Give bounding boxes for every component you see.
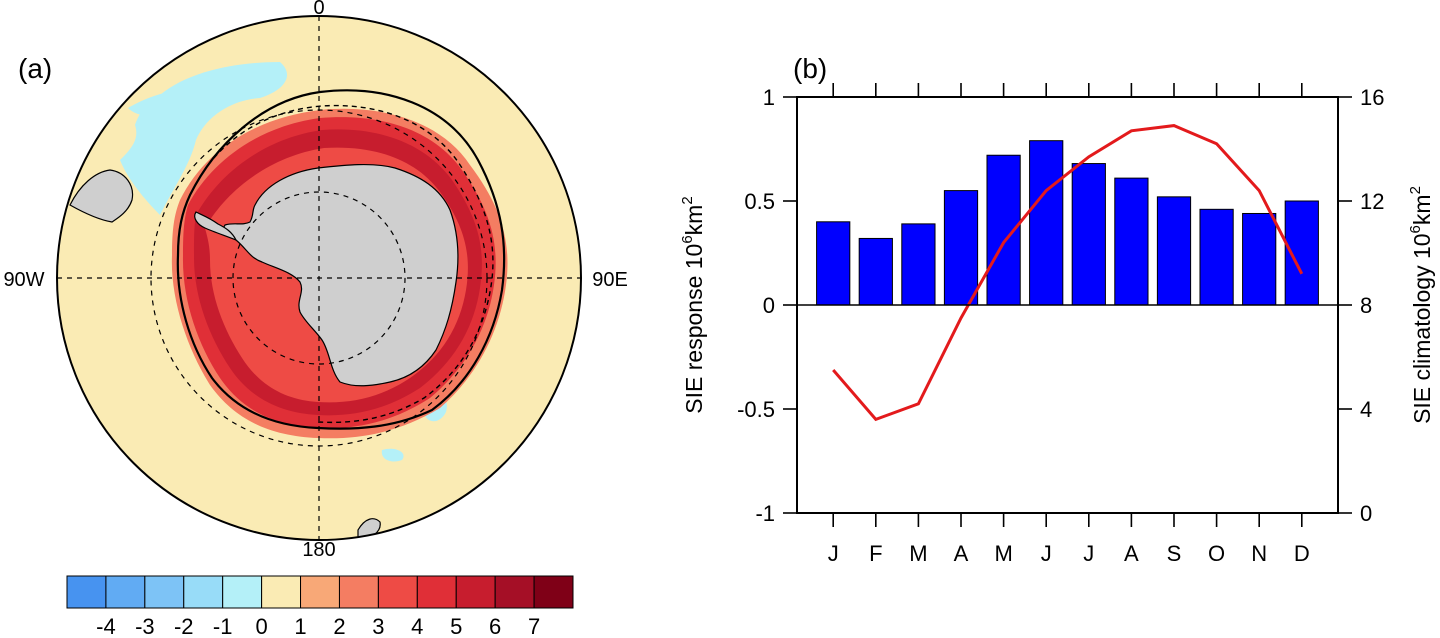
negative-anomaly-patch (381, 448, 404, 462)
colorbar-box (261, 575, 302, 609)
panel-a-label: (a) (18, 53, 52, 84)
bar (1071, 163, 1106, 306)
bar (1029, 140, 1064, 306)
x-tick-label: N (1251, 541, 1267, 566)
map-border (56, 15, 582, 541)
colorbar-tick-label: 5 (450, 614, 462, 638)
ice-edge-contour-dashed (197, 104, 494, 424)
bar-series (816, 140, 1319, 306)
colorbar-tick-label: 7 (528, 614, 540, 638)
ice-edge-contour (176, 89, 506, 430)
x-tick-label: D (1294, 541, 1310, 566)
colorbar-tick-label: 4 (411, 614, 423, 638)
y-left-ticks: -1 -0.5 0 0.5 1 (737, 85, 797, 526)
bar (943, 190, 979, 306)
meridian-label-left: 90W (3, 269, 44, 291)
negative-anomaly-patch (128, 89, 197, 116)
colorbar-box (105, 575, 146, 609)
colorbar-box (66, 575, 107, 609)
x-tick-label: O (1208, 541, 1225, 566)
colorbar-box (300, 575, 340, 609)
bar (1156, 196, 1192, 306)
colorbar-box (494, 575, 535, 609)
x-tick-label: F (869, 541, 882, 566)
map-disc (57, 16, 581, 540)
graticule (57, 16, 581, 540)
x-tick-label: M (994, 541, 1012, 566)
meridian-label-bottom: 180 (302, 539, 335, 561)
bar (816, 221, 851, 306)
x-tick-label: M (909, 541, 927, 566)
y-left-tick-label: -1 (755, 501, 775, 526)
colorbar-tick-label: -4 (96, 614, 116, 638)
x-tick-label: S (1167, 541, 1182, 566)
antarctic-peninsula (194, 211, 238, 242)
y-right-tick-label: 0 (1360, 501, 1372, 526)
meridian-label-top: 0 (313, 0, 324, 19)
south-america-land (69, 169, 134, 223)
colorbar-tick-label: -1 (213, 614, 233, 638)
y-right-axis-label: SIE climatology 106km2 (1407, 186, 1435, 424)
colorbar: -4 -3 -2 -1 0 1 2 3 4 5 6 7 (66, 575, 574, 638)
colorbar-box (144, 575, 185, 609)
panel-a-polar-map: (a) (3, 0, 627, 638)
x-tick-label: J (1083, 541, 1094, 566)
x-tick-label: J (1041, 541, 1052, 566)
y-left-tick-label: -0.5 (737, 397, 775, 422)
y-right-tick-label: 16 (1360, 85, 1384, 110)
colorbar-tick-label: 6 (489, 614, 501, 638)
panel-b-label: (b) (793, 53, 827, 84)
y-right-tick-label: 4 (1360, 397, 1372, 422)
colorbar-box (222, 575, 263, 609)
colorbar-box (183, 575, 224, 609)
colorbar-box (533, 575, 574, 609)
y-right-ticks: 0 4 8 12 16 (1338, 85, 1384, 526)
bar (1199, 208, 1234, 306)
bar (1242, 212, 1277, 306)
y-left-tick-label: 0.5 (744, 189, 775, 214)
colorbar-tick-label: 3 (372, 614, 384, 638)
y-left-tick-label: 1 (763, 85, 775, 110)
colorbar-tick-label: 1 (294, 614, 306, 638)
bar (858, 237, 893, 306)
colorbar-box (377, 575, 418, 609)
y-right-tick-label: 12 (1360, 189, 1384, 214)
climatology-line (832, 124, 1304, 422)
x-tick-label: A (1124, 541, 1139, 566)
bar (901, 223, 936, 306)
bar (1114, 177, 1149, 306)
colorbar-box (338, 575, 379, 609)
x-tick-label: A (954, 541, 969, 566)
colorbar-box (416, 575, 457, 609)
x-tick-label: J (828, 541, 839, 566)
y-right-tick-label: 8 (1360, 293, 1372, 318)
y-left-axis-label: SIE response 106km2 (679, 196, 707, 413)
y-left-tick-label: 0 (763, 293, 775, 318)
colorbar-tick-label: -2 (174, 614, 194, 638)
colorbar-box (455, 575, 496, 609)
colorbar-tick-label: 2 (333, 614, 345, 638)
colorbar-tick-label: 0 (255, 614, 267, 638)
colorbar-tick-label: -3 (135, 614, 155, 638)
meridian-label-right: 90E (592, 269, 628, 291)
